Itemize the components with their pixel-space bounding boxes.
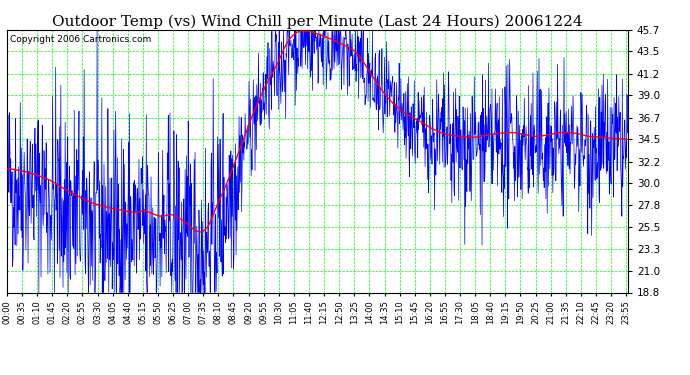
Title: Outdoor Temp (vs) Wind Chill per Minute (Last 24 Hours) 20061224: Outdoor Temp (vs) Wind Chill per Minute … [52, 15, 583, 29]
Text: Copyright 2006 Cartronics.com: Copyright 2006 Cartronics.com [10, 35, 151, 44]
